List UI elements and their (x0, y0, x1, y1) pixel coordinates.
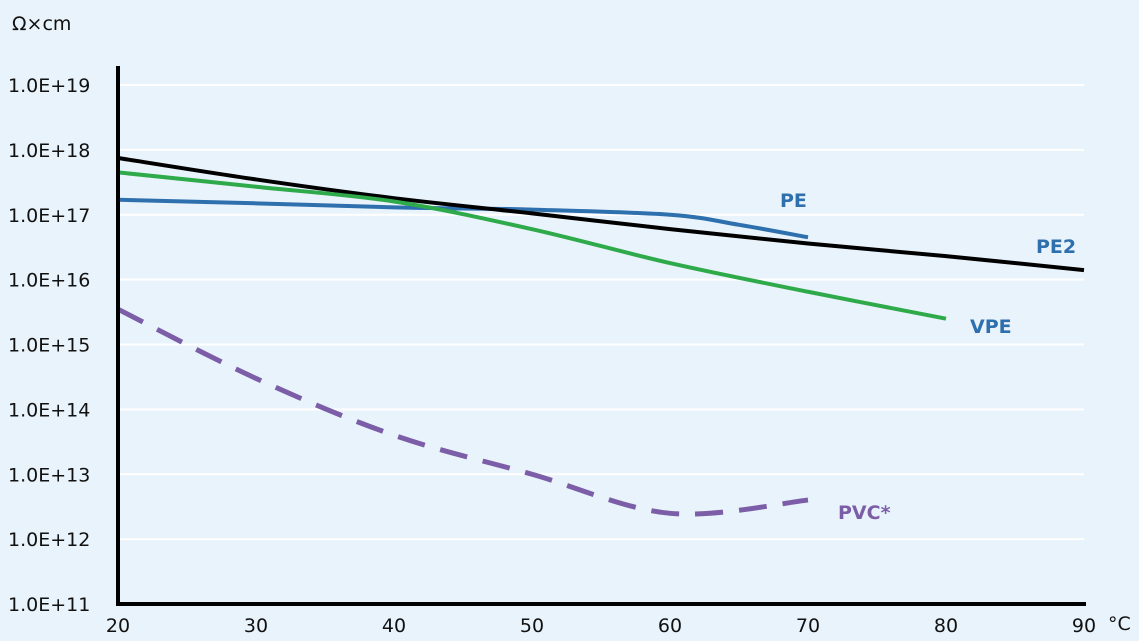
y-axis-unit-label: Ω×cm (12, 13, 71, 35)
series-label-pe: PE (780, 190, 807, 212)
y-tick-label: 1.0E+12 (8, 529, 90, 551)
x-tick-label: 70 (796, 615, 820, 637)
series-line-pvc (116, 306, 809, 517)
series-label-pvc: PVC* (838, 502, 891, 524)
y-tick-label: 1.0E+14 (8, 399, 90, 421)
series-line-vpe (117, 170, 947, 321)
y-tick-label: 1.0E+17 (8, 205, 90, 227)
y-tick-label: 1.0E+19 (8, 75, 90, 97)
grid-lines (118, 84, 1084, 541)
y-tick-label: 1.0E+15 (8, 335, 90, 357)
y-tick-label: 1.0E+13 (8, 464, 90, 486)
x-tick-label: 90 (1072, 615, 1096, 637)
y-tick-label: 1.0E+11 (8, 594, 90, 616)
x-tick-label: 40 (382, 615, 406, 637)
series-label-pe2: PE2 (1036, 236, 1076, 258)
y-tick-label: 1.0E+18 (8, 140, 90, 162)
x-tick-label: 20 (106, 615, 130, 637)
series-label-vpe: VPE (970, 316, 1012, 338)
x-axis-unit-label: °C (1108, 613, 1131, 635)
x-tick-label: 80 (934, 615, 958, 637)
x-tick-label: 60 (658, 615, 682, 637)
x-tick-label: 50 (520, 615, 544, 637)
y-tick-label: 1.0E+16 (8, 270, 90, 292)
series-labels: PE PE2 VPE PVC* (780, 190, 1076, 524)
x-tick-labels: 20 30 40 50 60 70 80 90 (106, 615, 1096, 637)
y-tick-labels: 1.0E+11 1.0E+12 1.0E+13 1.0E+14 1.0E+15 1.0E+… (8, 75, 90, 616)
series-line-pe2 (117, 156, 1085, 273)
x-tick-label: 30 (244, 615, 268, 637)
series-lines (116, 156, 1085, 517)
